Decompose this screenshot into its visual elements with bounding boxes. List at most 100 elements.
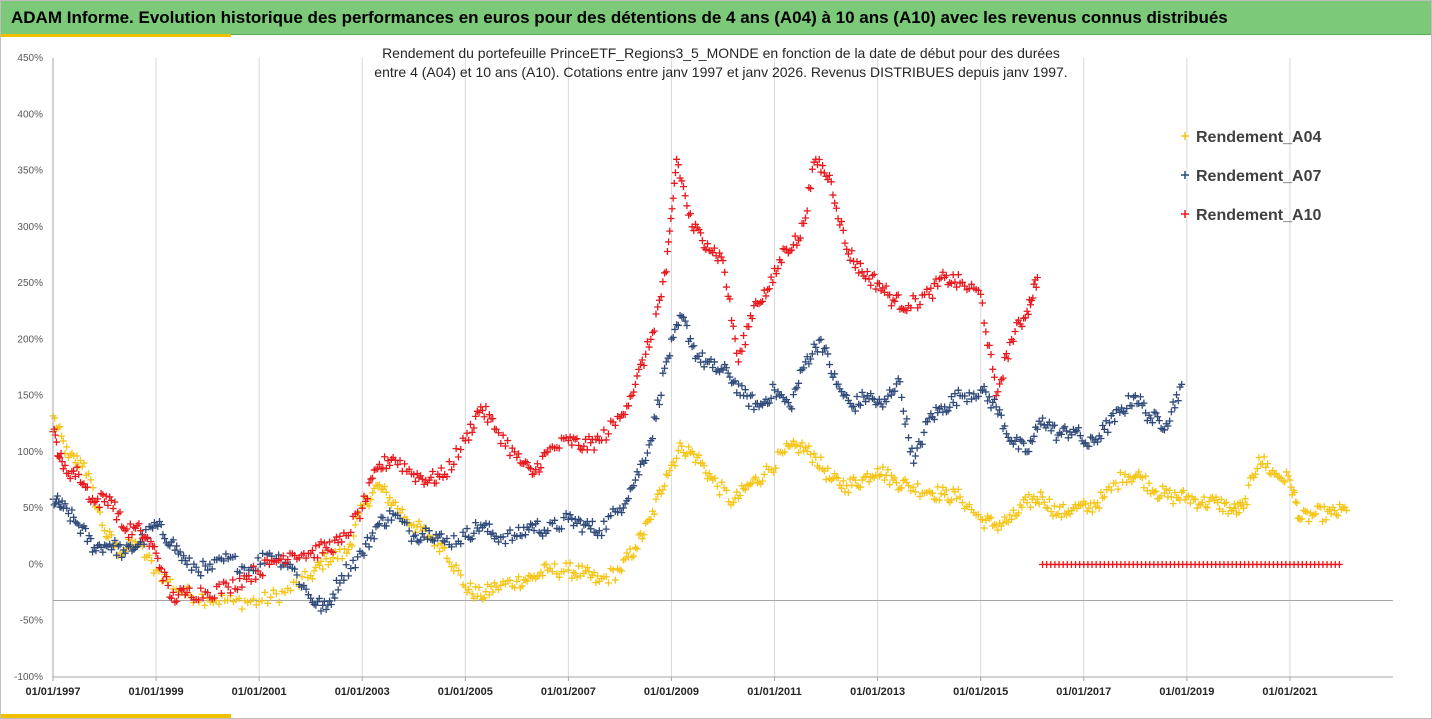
data-point <box>367 496 375 504</box>
data-point <box>822 172 830 180</box>
data-point <box>1243 500 1251 508</box>
accent-bar-bottom <box>1 714 231 718</box>
data-point <box>1107 486 1115 494</box>
data-point <box>1039 493 1047 501</box>
data-point <box>320 550 328 558</box>
data-point <box>52 438 60 446</box>
data-point <box>71 459 79 467</box>
data-point <box>1320 503 1328 511</box>
data-point <box>173 542 181 550</box>
data-point <box>1179 486 1187 494</box>
data-point <box>66 517 74 525</box>
report-title: ADAM Informe. Evolution historique des p… <box>11 8 1228 27</box>
data-point <box>808 350 816 358</box>
y-tick-label: 450% <box>17 53 43 64</box>
data-point <box>560 568 568 576</box>
data-point <box>882 282 890 290</box>
data-point <box>1014 509 1022 517</box>
data-point <box>484 418 492 426</box>
data-point <box>767 394 775 402</box>
data-point <box>1002 350 1010 358</box>
data-point <box>942 408 950 416</box>
data-point <box>236 575 244 583</box>
data-point <box>188 566 196 574</box>
data-point <box>394 461 402 469</box>
data-point <box>106 493 114 501</box>
data-point <box>169 588 177 596</box>
data-point <box>1161 489 1169 497</box>
data-point <box>824 350 832 358</box>
data-point <box>533 517 541 525</box>
data-point <box>396 456 404 464</box>
data-point <box>583 563 591 571</box>
data-point <box>690 342 698 350</box>
data-point <box>800 219 808 227</box>
data-point <box>600 426 608 434</box>
data-point <box>367 475 375 483</box>
data-point <box>344 572 352 580</box>
data-point <box>566 559 574 567</box>
data-point <box>55 498 63 506</box>
data-point <box>623 549 631 557</box>
data-point <box>111 498 119 506</box>
data-point <box>1011 327 1019 335</box>
data-point <box>515 573 523 581</box>
data-point <box>1250 474 1258 482</box>
data-point <box>492 532 500 540</box>
data-point <box>585 568 593 576</box>
data-point <box>738 382 746 390</box>
data-point <box>587 525 595 533</box>
data-point <box>1030 432 1038 440</box>
data-point <box>1305 517 1313 525</box>
data-point <box>427 473 435 481</box>
data-point <box>564 515 572 523</box>
data-point <box>1064 434 1072 442</box>
data-point <box>999 519 1007 527</box>
data-point <box>944 407 952 415</box>
data-point <box>1235 509 1243 517</box>
data-point <box>1052 436 1060 444</box>
data-point <box>774 265 782 273</box>
data-point <box>387 516 395 524</box>
data-point <box>1327 510 1335 518</box>
data-point <box>784 398 792 406</box>
data-point <box>722 364 730 372</box>
data-point <box>685 211 693 219</box>
data-point <box>1044 504 1052 512</box>
data-point <box>1106 419 1114 427</box>
data-point <box>54 424 62 432</box>
data-point <box>506 526 514 534</box>
data-point <box>947 279 955 287</box>
data-point <box>418 475 426 483</box>
data-point <box>83 483 91 491</box>
data-point <box>999 374 1007 382</box>
data-point <box>987 513 995 521</box>
data-point <box>521 531 529 539</box>
data-point <box>748 315 756 323</box>
data-point <box>1121 409 1129 417</box>
data-point <box>661 364 669 372</box>
data-point <box>1191 495 1199 503</box>
data-point <box>729 378 737 386</box>
data-point <box>1169 398 1177 406</box>
data-point <box>495 429 503 437</box>
data-point <box>654 303 662 311</box>
data-point <box>403 519 411 527</box>
data-point <box>1014 316 1022 324</box>
data-point <box>827 178 835 186</box>
data-point <box>107 546 115 554</box>
data-point <box>997 376 1005 384</box>
data-point <box>1047 508 1055 516</box>
data-point <box>360 551 368 559</box>
data-point <box>923 285 931 293</box>
data-point <box>174 591 182 599</box>
data-point <box>659 369 667 377</box>
data-point <box>678 177 686 185</box>
data-point <box>499 533 507 541</box>
data-point <box>884 466 892 474</box>
data-point <box>1063 511 1071 519</box>
data-point <box>783 245 791 253</box>
data-point <box>887 302 895 310</box>
data-point <box>1094 499 1102 507</box>
data-point <box>769 380 777 388</box>
